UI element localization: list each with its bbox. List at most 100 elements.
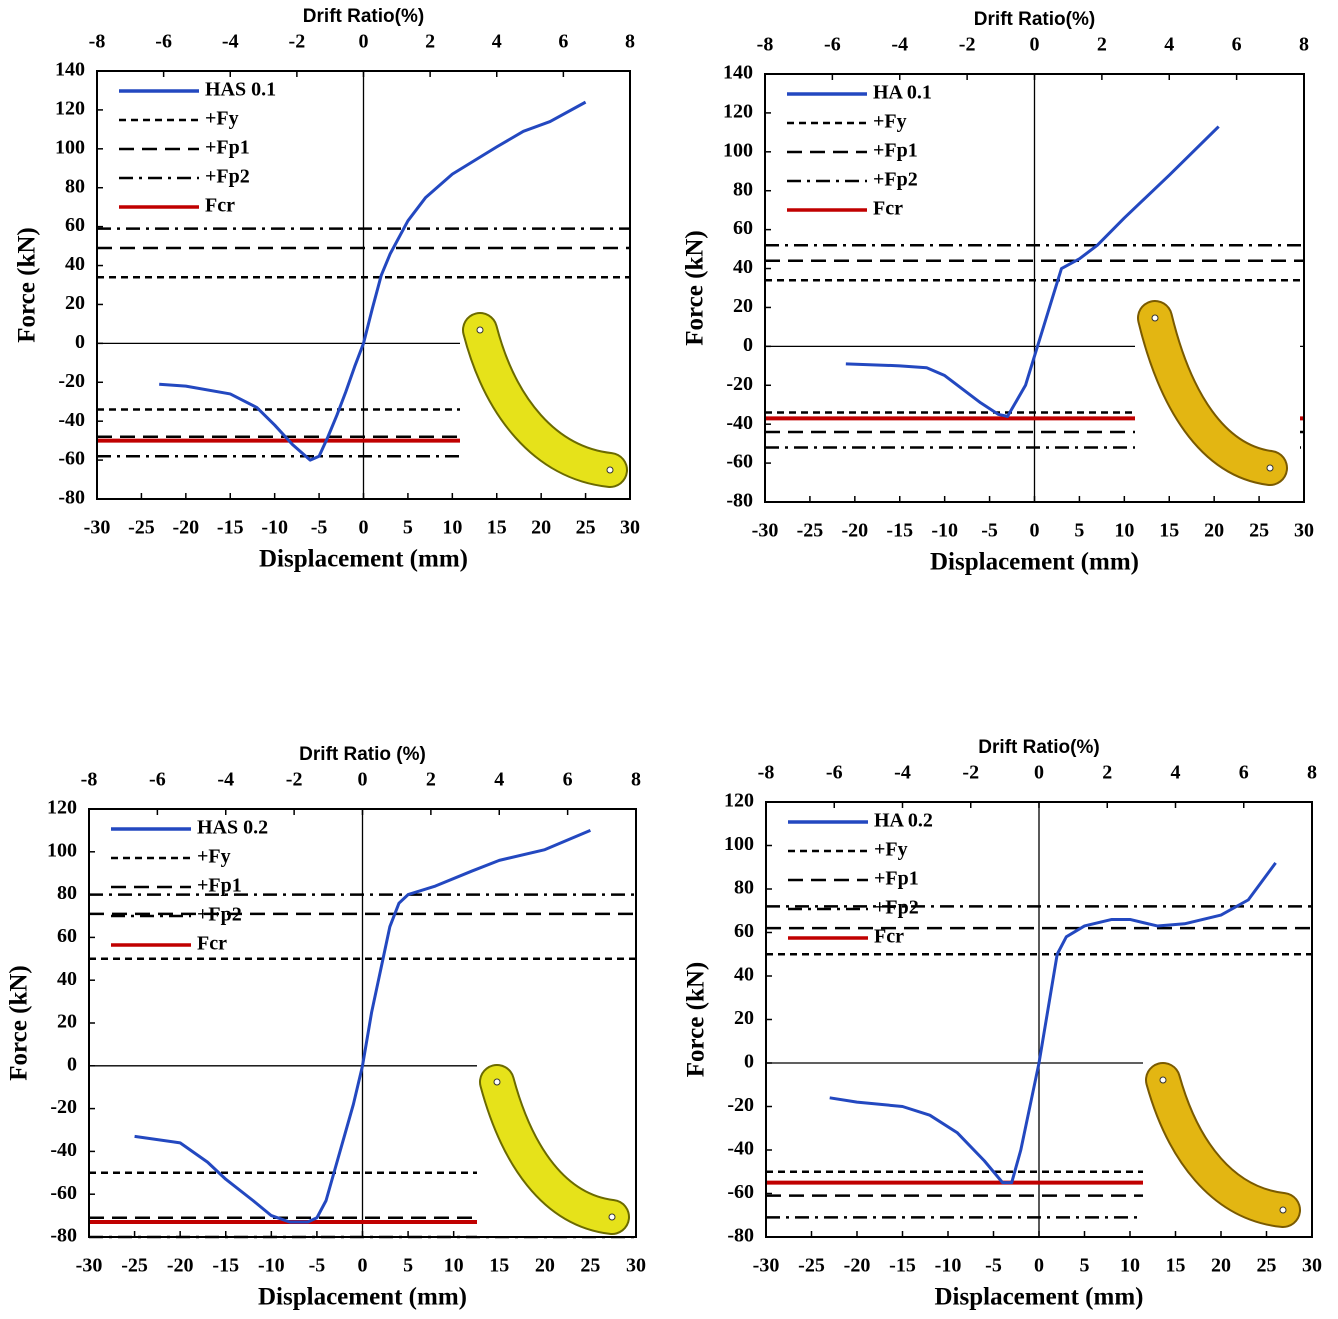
x-tick-label: -5 — [985, 1255, 1002, 1277]
x-tick-label: 5 — [403, 1255, 413, 1277]
legend-label: +Fy — [205, 108, 239, 130]
y-tick-label: -40 — [50, 1139, 77, 1161]
legend-label: +Fp1 — [873, 140, 918, 162]
y-tick-label: 0 — [743, 334, 753, 356]
x-axis-title: Displacement (mm) — [258, 1284, 467, 1311]
y-tick-label: 100 — [723, 139, 753, 161]
y-tick-label: 40 — [65, 253, 85, 275]
x2-tick-label: -2 — [286, 769, 303, 791]
data-line — [159, 100, 587, 462]
y-tick-label: 100 — [55, 136, 85, 158]
legend-label: +Fp1 — [205, 137, 250, 159]
y-axis-title: Force (kN) — [682, 230, 709, 345]
y-tick-label: 80 — [733, 178, 753, 200]
x-tick-label: -10 — [258, 1255, 285, 1277]
legend-label: Fcr — [874, 926, 904, 948]
x-tick-label: -20 — [841, 520, 868, 542]
x-tick-label: 0 — [1030, 520, 1040, 542]
x2-tick-label: -2 — [289, 31, 306, 53]
x2-tick-label: 0 — [1030, 34, 1040, 56]
x2-tick-label: -8 — [757, 34, 774, 56]
x2-tick-label: 0 — [358, 769, 368, 791]
y-tick-label: 60 — [733, 217, 753, 239]
x2-tick-label: 6 — [558, 31, 568, 53]
x2-tick-label: -6 — [155, 31, 172, 53]
data-line — [829, 862, 1277, 1185]
x2-tick-label: -6 — [149, 769, 166, 791]
legend-label: +Fp2 — [873, 169, 918, 191]
inset-link — [464, 314, 626, 486]
x-tick-label: -15 — [886, 520, 913, 542]
legend-label: +Fy — [873, 111, 907, 133]
y-tick-label: -40 — [58, 409, 85, 431]
x-tick-label: -25 — [797, 520, 824, 542]
plot-frame — [765, 801, 1313, 1238]
data-line — [134, 829, 592, 1224]
x-tick-label: 10 — [442, 517, 462, 539]
x2-tick-label: 2 — [425, 31, 435, 53]
x2-tick-label: 8 — [625, 31, 635, 53]
legend-label: +Fp1 — [197, 875, 242, 897]
y-tick-label: 20 — [734, 1007, 754, 1029]
y-axis-title: Force (kN) — [683, 962, 710, 1077]
legend-label: Fcr — [197, 933, 227, 955]
legend-label: HA 0.1 — [873, 82, 932, 104]
x2-tick-label: 4 — [1171, 762, 1181, 784]
legend-label: HAS 0.1 — [205, 79, 276, 101]
x2-tick-label: 8 — [1307, 762, 1317, 784]
x-tick-label: -20 — [172, 517, 199, 539]
x2-tick-label: -2 — [962, 762, 979, 784]
x2-axis-title: Drift Ratio (%) — [299, 744, 426, 765]
x2-tick-label: 4 — [494, 769, 504, 791]
x-tick-label: -25 — [121, 1255, 148, 1277]
y-tick-label: 100 — [47, 839, 77, 861]
y-tick-label: -60 — [727, 1181, 754, 1203]
x2-tick-label: 6 — [1239, 762, 1249, 784]
x-tick-label: -30 — [76, 1255, 103, 1277]
y-tick-label: 40 — [57, 968, 77, 990]
y-tick-label: 140 — [723, 62, 753, 84]
legend-label: +Fy — [197, 846, 231, 868]
y-tick-label: 60 — [65, 214, 85, 236]
y-tick-label: 0 — [75, 331, 85, 353]
x-axis-title: Displacement (mm) — [259, 546, 468, 573]
x-tick-label: -5 — [981, 520, 998, 542]
x-tick-label: 25 — [1257, 1255, 1277, 1277]
x2-tick-label: 0 — [1034, 762, 1044, 784]
y-tick-label: -60 — [726, 451, 753, 473]
x2-tick-label: 2 — [426, 769, 436, 791]
x-axis-title: Displacement (mm) — [930, 549, 1139, 576]
x-tick-label: 25 — [576, 517, 596, 539]
y-tick-label: 20 — [57, 1011, 77, 1033]
y-tick-label: -80 — [58, 487, 85, 509]
y-tick-label: 60 — [57, 925, 77, 947]
x-tick-label: 25 — [1249, 520, 1269, 542]
x-tick-label: 15 — [1159, 520, 1179, 542]
y-tick-label: -60 — [50, 1182, 77, 1204]
x-tick-label: 25 — [580, 1255, 600, 1277]
inset-hole — [1266, 464, 1274, 472]
inset-hole — [608, 1213, 616, 1221]
x-tick-label: 0 — [1034, 1255, 1044, 1277]
x-tick-label: -30 — [753, 1255, 780, 1277]
x-tick-label: 15 — [1166, 1255, 1186, 1277]
x2-tick-label: 4 — [1164, 34, 1174, 56]
y-axis-title: Force (kN) — [6, 965, 33, 1080]
legend-label: +Fp2 — [197, 904, 242, 926]
x-tick-label: 10 — [1120, 1255, 1140, 1277]
x2-tick-label: 0 — [359, 31, 369, 53]
x2-tick-label: -8 — [89, 31, 106, 53]
x2-axis-title: Drift Ratio(%) — [974, 9, 1095, 30]
x2-tick-label: -4 — [222, 31, 239, 53]
x2-tick-label: -2 — [959, 34, 976, 56]
x-tick-label: 10 — [444, 1255, 464, 1277]
x-tick-label: -10 — [931, 520, 958, 542]
x2-tick-label: 2 — [1097, 34, 1107, 56]
x-tick-label: -10 — [261, 517, 288, 539]
x-tick-label: 5 — [403, 517, 413, 539]
inset-link — [481, 1066, 628, 1233]
x-tick-label: 20 — [1211, 1255, 1231, 1277]
inset-hole — [476, 326, 484, 334]
legend-label: HAS 0.2 — [197, 817, 268, 839]
x-tick-label: 30 — [1302, 1255, 1322, 1277]
